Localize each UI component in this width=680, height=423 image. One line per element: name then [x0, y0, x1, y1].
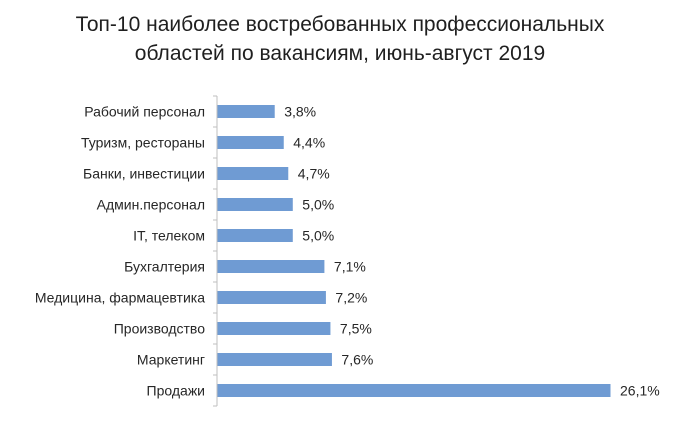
- value-label: 4,7%: [298, 166, 330, 182]
- category-label: Банки, инвестиции: [83, 166, 205, 182]
- category-label: Маркетинг: [137, 352, 205, 368]
- value-label: 7,5%: [340, 321, 372, 337]
- value-label: 4,4%: [293, 135, 325, 151]
- bar: [217, 322, 331, 335]
- bar: [217, 198, 293, 211]
- bar: [217, 136, 284, 149]
- category-label: Производство: [114, 321, 205, 337]
- category-label: Медицина, фармацевтика: [35, 290, 205, 306]
- value-label: 7,2%: [335, 290, 367, 306]
- category-label: Продажи: [147, 383, 205, 399]
- category-label: Бухгалтерия: [124, 259, 205, 275]
- category-label: IT, телеком: [133, 228, 205, 244]
- bar: [217, 353, 332, 366]
- chart-title-line-1: Топ-10 наиболее востребованных профессио…: [75, 13, 605, 36]
- value-label: 3,8%: [284, 104, 316, 120]
- chart-title-line-2: областей по вакансиям, июнь-август 2019: [134, 42, 546, 65]
- bar: [217, 384, 611, 397]
- bar: [217, 167, 289, 180]
- value-label: 26,1%: [620, 383, 660, 399]
- bar: [217, 105, 275, 118]
- value-label: 7,6%: [341, 352, 373, 368]
- value-label: 7,1%: [334, 259, 366, 275]
- bar: [217, 260, 325, 273]
- value-label: 5,0%: [302, 228, 334, 244]
- bar: [217, 229, 293, 242]
- bar: [217, 291, 326, 304]
- chart-title: Топ-10 наиболее востребованных профессио…: [0, 10, 680, 68]
- category-label: Админ.персонал: [97, 197, 205, 213]
- value-label: 5,0%: [302, 197, 334, 213]
- category-label: Рабочий персонал: [84, 104, 205, 120]
- category-label: Туризм, рестораны: [81, 135, 205, 151]
